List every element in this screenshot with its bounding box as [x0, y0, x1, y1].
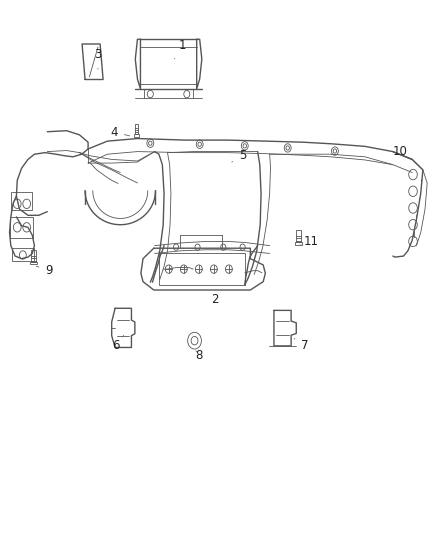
- Text: 11: 11: [298, 236, 319, 248]
- Text: 5: 5: [232, 149, 246, 162]
- Bar: [135, 124, 138, 134]
- Bar: [296, 230, 301, 242]
- Text: 8: 8: [195, 349, 202, 362]
- Bar: [31, 251, 36, 262]
- Text: 10: 10: [392, 145, 408, 165]
- Bar: [134, 134, 139, 137]
- Text: 3: 3: [94, 49, 102, 69]
- Text: 4: 4: [110, 126, 130, 139]
- Text: 6: 6: [112, 335, 124, 352]
- Text: 7: 7: [294, 338, 309, 352]
- Text: 9: 9: [36, 264, 53, 277]
- Bar: [30, 262, 37, 264]
- Bar: [294, 242, 302, 245]
- Bar: [11, 192, 32, 210]
- Text: 1: 1: [174, 39, 186, 59]
- Bar: [159, 254, 245, 285]
- Bar: [12, 248, 34, 261]
- Text: 2: 2: [211, 290, 219, 306]
- Bar: [10, 217, 33, 238]
